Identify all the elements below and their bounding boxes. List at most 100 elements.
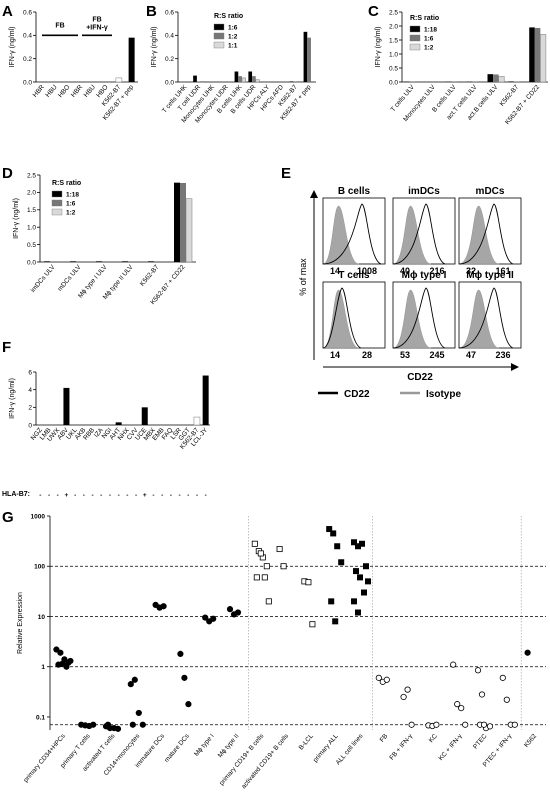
- cd22-mfi: 216: [429, 266, 444, 276]
- hla-marker: +: [143, 492, 147, 499]
- hla-marker: -: [83, 492, 85, 499]
- cd22-histogram: [392, 203, 446, 265]
- hla-marker: -: [118, 492, 120, 499]
- y-axis-label: Relative Expression: [17, 592, 24, 654]
- y-axis-label: IFN-γ (ng/ml): [375, 27, 382, 68]
- x-tick-label: K562-B7: [139, 263, 161, 287]
- x-tick-label: primary CD34+HPCs: [22, 732, 67, 784]
- data-point: [57, 649, 64, 656]
- cd22-mfi: 245: [429, 350, 444, 360]
- data-point: [263, 563, 270, 570]
- data-point: [404, 686, 411, 693]
- bar: [96, 261, 102, 262]
- data-point: [226, 606, 234, 613]
- data-point: [462, 721, 469, 728]
- data-point: [383, 676, 390, 683]
- data-point: [474, 667, 482, 674]
- bar: [529, 27, 535, 82]
- cell-type-label: T cells: [338, 270, 370, 281]
- isotype-histogram: [322, 289, 360, 349]
- hla-marker: -: [109, 492, 111, 499]
- y-tick-label: 2.0: [27, 190, 36, 197]
- data-point: [135, 709, 142, 717]
- legend-label: 1:2: [424, 45, 434, 52]
- data-point: [364, 578, 371, 585]
- legend-swatch: [213, 32, 225, 40]
- y-tick-label: 0.0: [389, 79, 398, 86]
- data-point: [234, 609, 242, 616]
- cd22-mfi: 28: [362, 350, 372, 360]
- isotype-histogram: [458, 205, 500, 265]
- legend-swatch: [409, 25, 421, 33]
- legend-swatch: [213, 23, 225, 31]
- hla-marker: -: [74, 492, 76, 499]
- hla-marker: -: [196, 492, 198, 499]
- cell-type-label: Mϕ type I: [402, 270, 447, 281]
- legend-swatch: [51, 190, 63, 198]
- y-tick-label: 100: [34, 564, 45, 571]
- bar: [115, 422, 122, 425]
- x-tick-label: Mϕ type I: [193, 733, 216, 758]
- x-tick-label: HBO: [57, 84, 71, 99]
- bar: [115, 77, 123, 83]
- hla-marker: -: [205, 492, 207, 499]
- data-point: [352, 568, 359, 575]
- bar: [289, 81, 294, 82]
- y-tick-label: 1: [41, 664, 45, 671]
- data-point: [450, 661, 457, 668]
- y-tick-label: 10: [38, 614, 46, 621]
- data-point: [362, 563, 369, 570]
- bar: [44, 261, 50, 262]
- bar: [234, 71, 239, 82]
- cd22-histogram: [392, 287, 446, 349]
- x-tick-label: FB + IFN-γ: [388, 732, 414, 761]
- hla-marker: -: [91, 492, 93, 499]
- data-point: [499, 674, 506, 681]
- data-point: [139, 721, 146, 728]
- x-tick-label: K562: [523, 732, 538, 748]
- bar: [174, 182, 180, 262]
- y-tick-label: 1000: [31, 514, 46, 521]
- panel-label: B: [146, 3, 157, 20]
- data-point: [433, 721, 440, 728]
- cell-type-label: Mϕ type II: [466, 270, 514, 281]
- x-tick-label: B-LCL: [298, 733, 315, 752]
- data-point: [276, 546, 283, 553]
- legend-label: 1:18: [424, 27, 437, 34]
- cd22-histogram: [458, 287, 514, 349]
- isotype-histogram: [458, 289, 500, 349]
- bar: [202, 375, 209, 425]
- hla-marker: -: [152, 492, 154, 499]
- y-tick-label: 0.0: [165, 79, 174, 86]
- hla-marker: -: [126, 492, 128, 499]
- y-axis-label: IFN-γ (ng/ml): [9, 378, 16, 419]
- panel-label: A: [2, 3, 13, 20]
- x-tick-label: K562-B7: [499, 83, 521, 107]
- data-point: [305, 579, 312, 586]
- data-point: [338, 559, 345, 566]
- y-tick-label: 2.0: [389, 23, 398, 30]
- x-tick-label: Mϕ type II: [217, 733, 241, 760]
- legend-label: Isotype: [426, 389, 461, 400]
- panel-label: E: [281, 165, 291, 182]
- data-point: [356, 574, 363, 581]
- data-point: [90, 721, 97, 728]
- y-tick-label: 0.4: [165, 33, 174, 40]
- data-point: [59, 660, 66, 667]
- bar: [252, 76, 256, 82]
- x-tick-label: KC: [428, 733, 439, 745]
- legend-swatch: [409, 43, 421, 51]
- data-point: [251, 540, 258, 547]
- legend-label: 1:6: [66, 201, 76, 208]
- isotype-mfi: 40: [400, 266, 410, 276]
- data-point: [257, 550, 264, 557]
- x-tick-label: HBU: [83, 84, 97, 99]
- hla-marker: -: [170, 492, 172, 499]
- legend-swatch: [409, 34, 421, 42]
- data-point: [261, 574, 268, 581]
- x-tick-label: primary CD19+ B cells: [218, 732, 266, 787]
- cell-type-label: B cells: [338, 186, 371, 197]
